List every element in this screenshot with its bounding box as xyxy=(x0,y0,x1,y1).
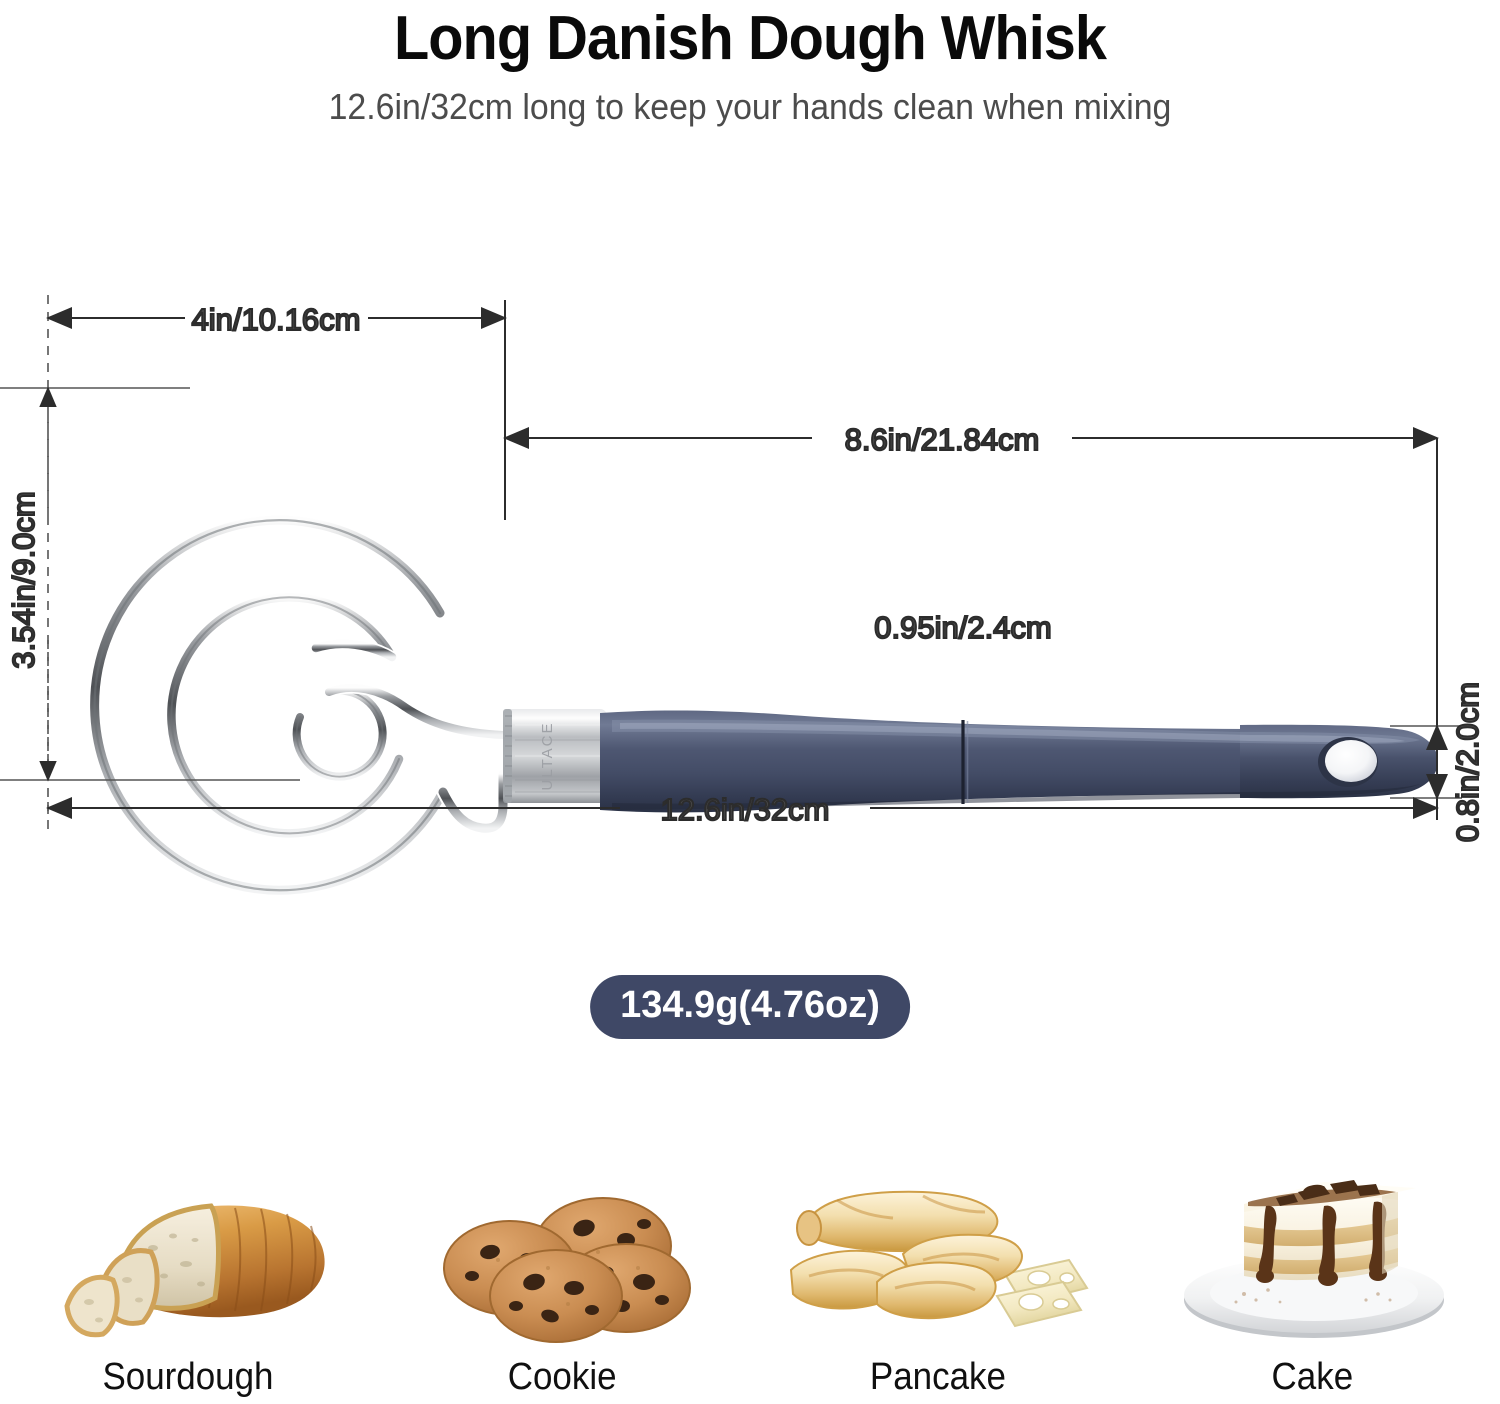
weight-badge: 134.9g(4.76oz) xyxy=(590,975,910,1039)
dimension-diagram: ULTACE xyxy=(0,220,1500,900)
ferrule: ULTACE xyxy=(503,709,607,803)
crepe-icon xyxy=(773,1143,1103,1348)
dim-overall-length-label: 12.6in/32cm xyxy=(661,792,830,827)
cheese-slices xyxy=(994,1258,1089,1328)
bread-loaf-icon xyxy=(23,1143,353,1348)
dim-handle-thickness-label: 0.8in/2.0cm xyxy=(1450,682,1485,842)
handle xyxy=(600,710,1438,813)
dim-handle-length-label: 8.6in/21.84cm xyxy=(845,422,1040,457)
page-title: Long Danish Dough Whisk xyxy=(393,4,1107,73)
dim-head-width-label: 4in/10.16cm xyxy=(192,302,361,337)
whisk-diagram-svg: ULTACE xyxy=(0,295,1486,897)
hanging-hole xyxy=(1325,740,1377,782)
use-case-pancake: Pancake xyxy=(750,1110,1125,1404)
use-case-sourdough: Sourdough xyxy=(0,1110,375,1404)
use-case-label: Pancake xyxy=(869,1356,1006,1398)
dimension-lines: 4in/10.16cm 3.54in/9.0cm 8.6in/21.84cm 0… xyxy=(0,295,1486,843)
header: Long Danish Dough Whisk 12.6in/32cm long… xyxy=(0,0,1500,128)
page-subtitle: 12.6in/32cm long to keep your hands clea… xyxy=(328,85,1172,127)
use-cases-row: Sourdough xyxy=(0,1110,1500,1404)
use-case-label: Sourdough xyxy=(101,1356,274,1398)
use-case-label: Cake xyxy=(1271,1356,1354,1398)
tiramisu-cake-icon xyxy=(1148,1143,1478,1348)
use-case-label: Cookie xyxy=(508,1356,617,1398)
use-case-cake: Cake xyxy=(1125,1110,1500,1404)
whisk-head-spiral xyxy=(88,513,510,897)
dim-grip-width-label: 0.95in/2.4cm xyxy=(874,610,1052,645)
dim-head-height-label: 3.54in/9.0cm xyxy=(6,491,41,669)
ferrule-brand-text: ULTACE xyxy=(539,722,556,791)
use-case-cookie: Cookie xyxy=(375,1110,750,1404)
cookie-icon xyxy=(398,1143,728,1348)
